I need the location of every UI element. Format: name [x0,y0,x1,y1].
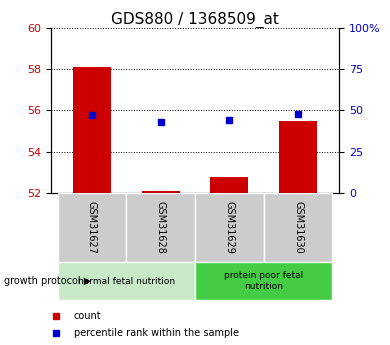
Bar [264,193,332,262]
Bar [195,193,264,262]
Text: GSM31627: GSM31627 [87,201,97,254]
Bar [126,193,195,262]
Bar [73,67,111,193]
Bar [195,262,332,300]
Text: GSM31628: GSM31628 [156,201,166,254]
Text: count: count [74,311,101,321]
Bar [279,121,317,193]
Bar [58,262,195,300]
Bar [142,191,179,193]
Bar [211,177,248,193]
Text: growth protocol ▶: growth protocol ▶ [4,276,91,286]
Bar [58,193,126,262]
Text: percentile rank within the sample: percentile rank within the sample [74,328,239,338]
Text: GSM31629: GSM31629 [224,201,234,254]
Text: normal fetal nutrition: normal fetal nutrition [78,277,175,286]
Text: GSM31630: GSM31630 [293,201,303,254]
Title: GDS880 / 1368509_at: GDS880 / 1368509_at [111,11,279,28]
Text: protein poor fetal
nutrition: protein poor fetal nutrition [224,272,303,291]
